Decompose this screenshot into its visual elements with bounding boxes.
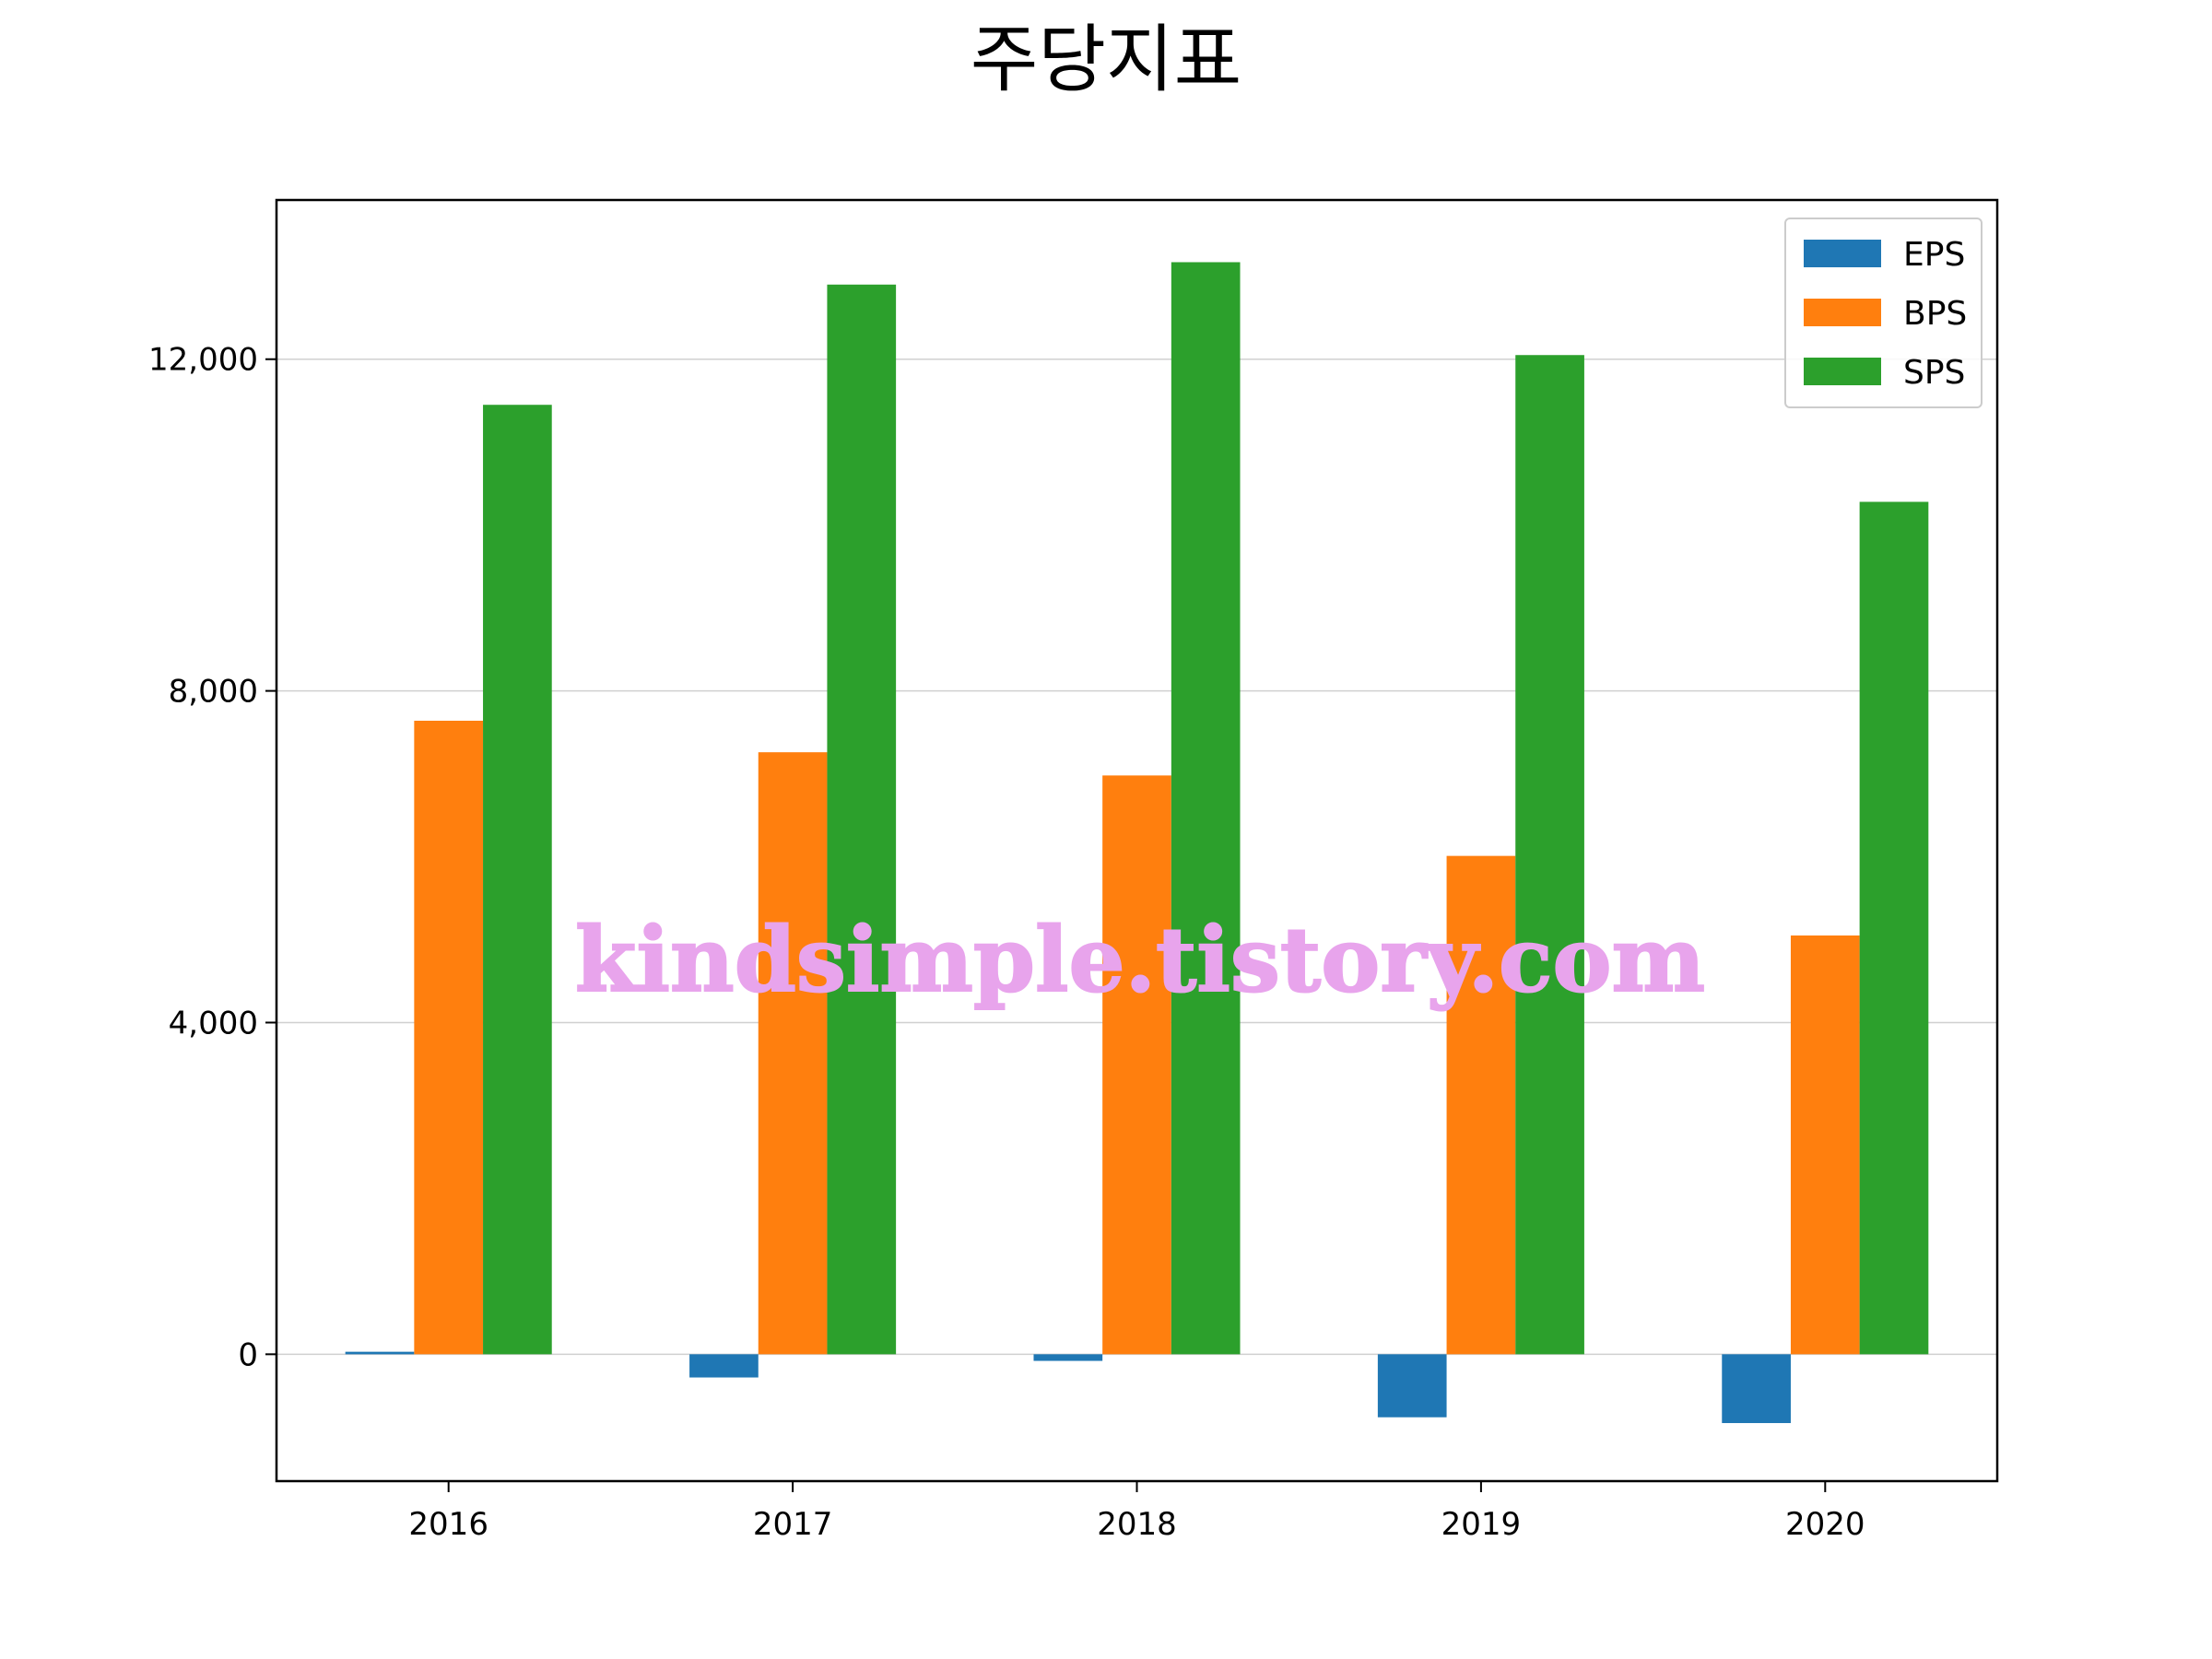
x-tick-label: 2019 <box>1441 1506 1522 1543</box>
legend-label-sps: SPS <box>1903 354 1965 392</box>
watermark: kindsimple.tistory.com <box>575 908 1705 1012</box>
y-tick-label: 8,000 <box>169 674 258 711</box>
bar-sps-2018 <box>1171 262 1241 1355</box>
bar-eps-2018 <box>1033 1354 1103 1361</box>
chart-title: 주당지표 <box>971 17 1241 102</box>
bar-eps-2016 <box>345 1351 415 1355</box>
y-tick-label: 4,000 <box>169 1005 258 1041</box>
bar-eps-2017 <box>689 1354 759 1378</box>
bar-sps-2017 <box>827 284 897 1355</box>
legend-label-eps: EPS <box>1903 236 1965 274</box>
legend-swatch-sps <box>1804 358 1881 385</box>
legend-swatch-eps <box>1804 240 1881 267</box>
bars <box>345 262 1929 1424</box>
bar-eps-2020 <box>1722 1354 1791 1424</box>
x-tick-label: 2020 <box>1785 1506 1865 1543</box>
x-tick-label: 2018 <box>1097 1506 1177 1543</box>
bar-sps-2016 <box>483 405 552 1355</box>
legend-label-bps: BPS <box>1903 295 1967 333</box>
bar-sps-2019 <box>1515 355 1584 1355</box>
bar-sps-2020 <box>1859 501 1929 1355</box>
y-tick-label: 12,000 <box>148 342 258 379</box>
bar-bps-2019 <box>1446 855 1516 1355</box>
x-axis: 2016 2017 2018 2019 2020 <box>408 1481 1865 1543</box>
legend-swatch-bps <box>1804 299 1881 326</box>
y-tick-label: 0 <box>238 1336 258 1373</box>
legend: EPS BPS SPS <box>1784 218 1983 408</box>
bar-bps-2016 <box>414 720 484 1355</box>
y-axis: 0 4,000 8,000 12,000 <box>148 342 276 1373</box>
x-tick-label: 2017 <box>753 1506 833 1543</box>
bar-bps-2020 <box>1790 935 1860 1355</box>
bar-bps-2018 <box>1102 775 1171 1355</box>
bar-bps-2017 <box>758 752 828 1355</box>
bar-eps-2019 <box>1377 1354 1447 1418</box>
plot-frame <box>275 198 1999 1483</box>
x-tick-label: 2016 <box>408 1506 488 1543</box>
